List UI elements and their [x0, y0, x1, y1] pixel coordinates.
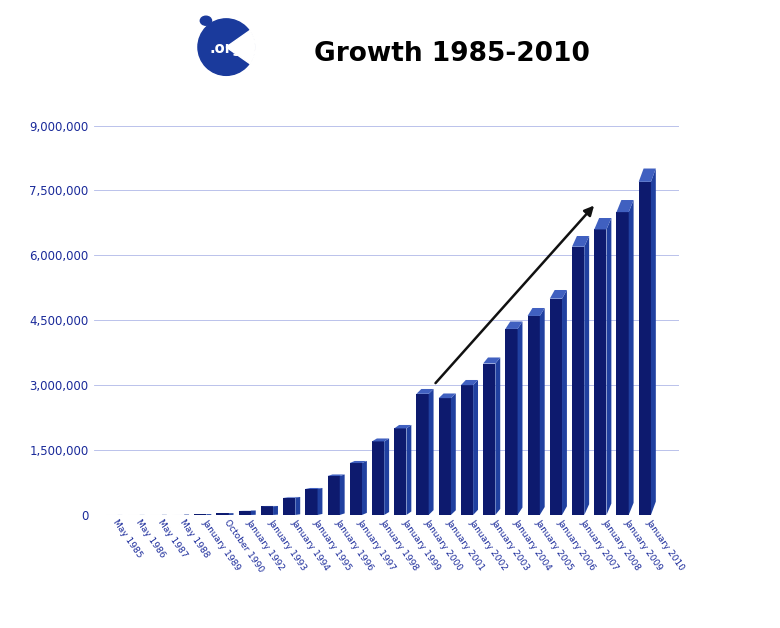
Polygon shape — [349, 463, 362, 515]
Polygon shape — [639, 182, 651, 515]
Polygon shape — [461, 385, 473, 515]
Polygon shape — [239, 511, 251, 515]
Polygon shape — [417, 389, 434, 394]
Polygon shape — [572, 247, 584, 515]
Polygon shape — [616, 212, 629, 515]
Polygon shape — [438, 398, 451, 515]
Polygon shape — [273, 506, 278, 515]
Polygon shape — [651, 168, 656, 515]
Polygon shape — [518, 322, 523, 515]
Polygon shape — [594, 229, 607, 515]
Polygon shape — [550, 299, 562, 515]
Polygon shape — [372, 441, 385, 515]
Polygon shape — [305, 488, 322, 489]
Polygon shape — [261, 506, 273, 515]
Polygon shape — [562, 290, 567, 515]
Polygon shape — [406, 425, 411, 515]
Polygon shape — [372, 438, 389, 441]
Circle shape — [200, 16, 211, 25]
Polygon shape — [629, 200, 633, 515]
Polygon shape — [283, 497, 296, 515]
Text: Growth 1985-2010: Growth 1985-2010 — [314, 41, 590, 67]
Polygon shape — [451, 394, 456, 515]
Polygon shape — [438, 394, 456, 398]
Polygon shape — [194, 514, 207, 515]
Polygon shape — [417, 394, 429, 515]
Polygon shape — [527, 308, 544, 316]
Polygon shape — [349, 461, 367, 463]
Polygon shape — [584, 236, 589, 515]
Polygon shape — [385, 438, 389, 515]
Polygon shape — [207, 514, 211, 515]
Polygon shape — [540, 308, 544, 515]
Circle shape — [198, 19, 254, 75]
Polygon shape — [429, 389, 434, 515]
Polygon shape — [328, 476, 340, 515]
Polygon shape — [607, 218, 612, 515]
Polygon shape — [527, 316, 540, 515]
Polygon shape — [594, 218, 612, 229]
Polygon shape — [483, 357, 500, 364]
Polygon shape — [251, 511, 256, 515]
Polygon shape — [495, 357, 500, 515]
Polygon shape — [328, 475, 345, 476]
Polygon shape — [216, 513, 229, 515]
Polygon shape — [572, 236, 589, 247]
Text: .org: .org — [210, 41, 243, 56]
Polygon shape — [505, 329, 518, 515]
Polygon shape — [296, 497, 300, 515]
Polygon shape — [473, 380, 478, 515]
Polygon shape — [340, 475, 345, 515]
Polygon shape — [483, 364, 495, 515]
Polygon shape — [317, 488, 322, 515]
Wedge shape — [226, 31, 255, 63]
Polygon shape — [229, 513, 233, 515]
Polygon shape — [305, 489, 317, 515]
Polygon shape — [461, 380, 478, 385]
Polygon shape — [550, 290, 567, 299]
Polygon shape — [639, 168, 656, 182]
Polygon shape — [394, 425, 411, 428]
Polygon shape — [394, 428, 406, 515]
Polygon shape — [616, 200, 633, 212]
Polygon shape — [505, 322, 523, 329]
Polygon shape — [362, 461, 367, 515]
